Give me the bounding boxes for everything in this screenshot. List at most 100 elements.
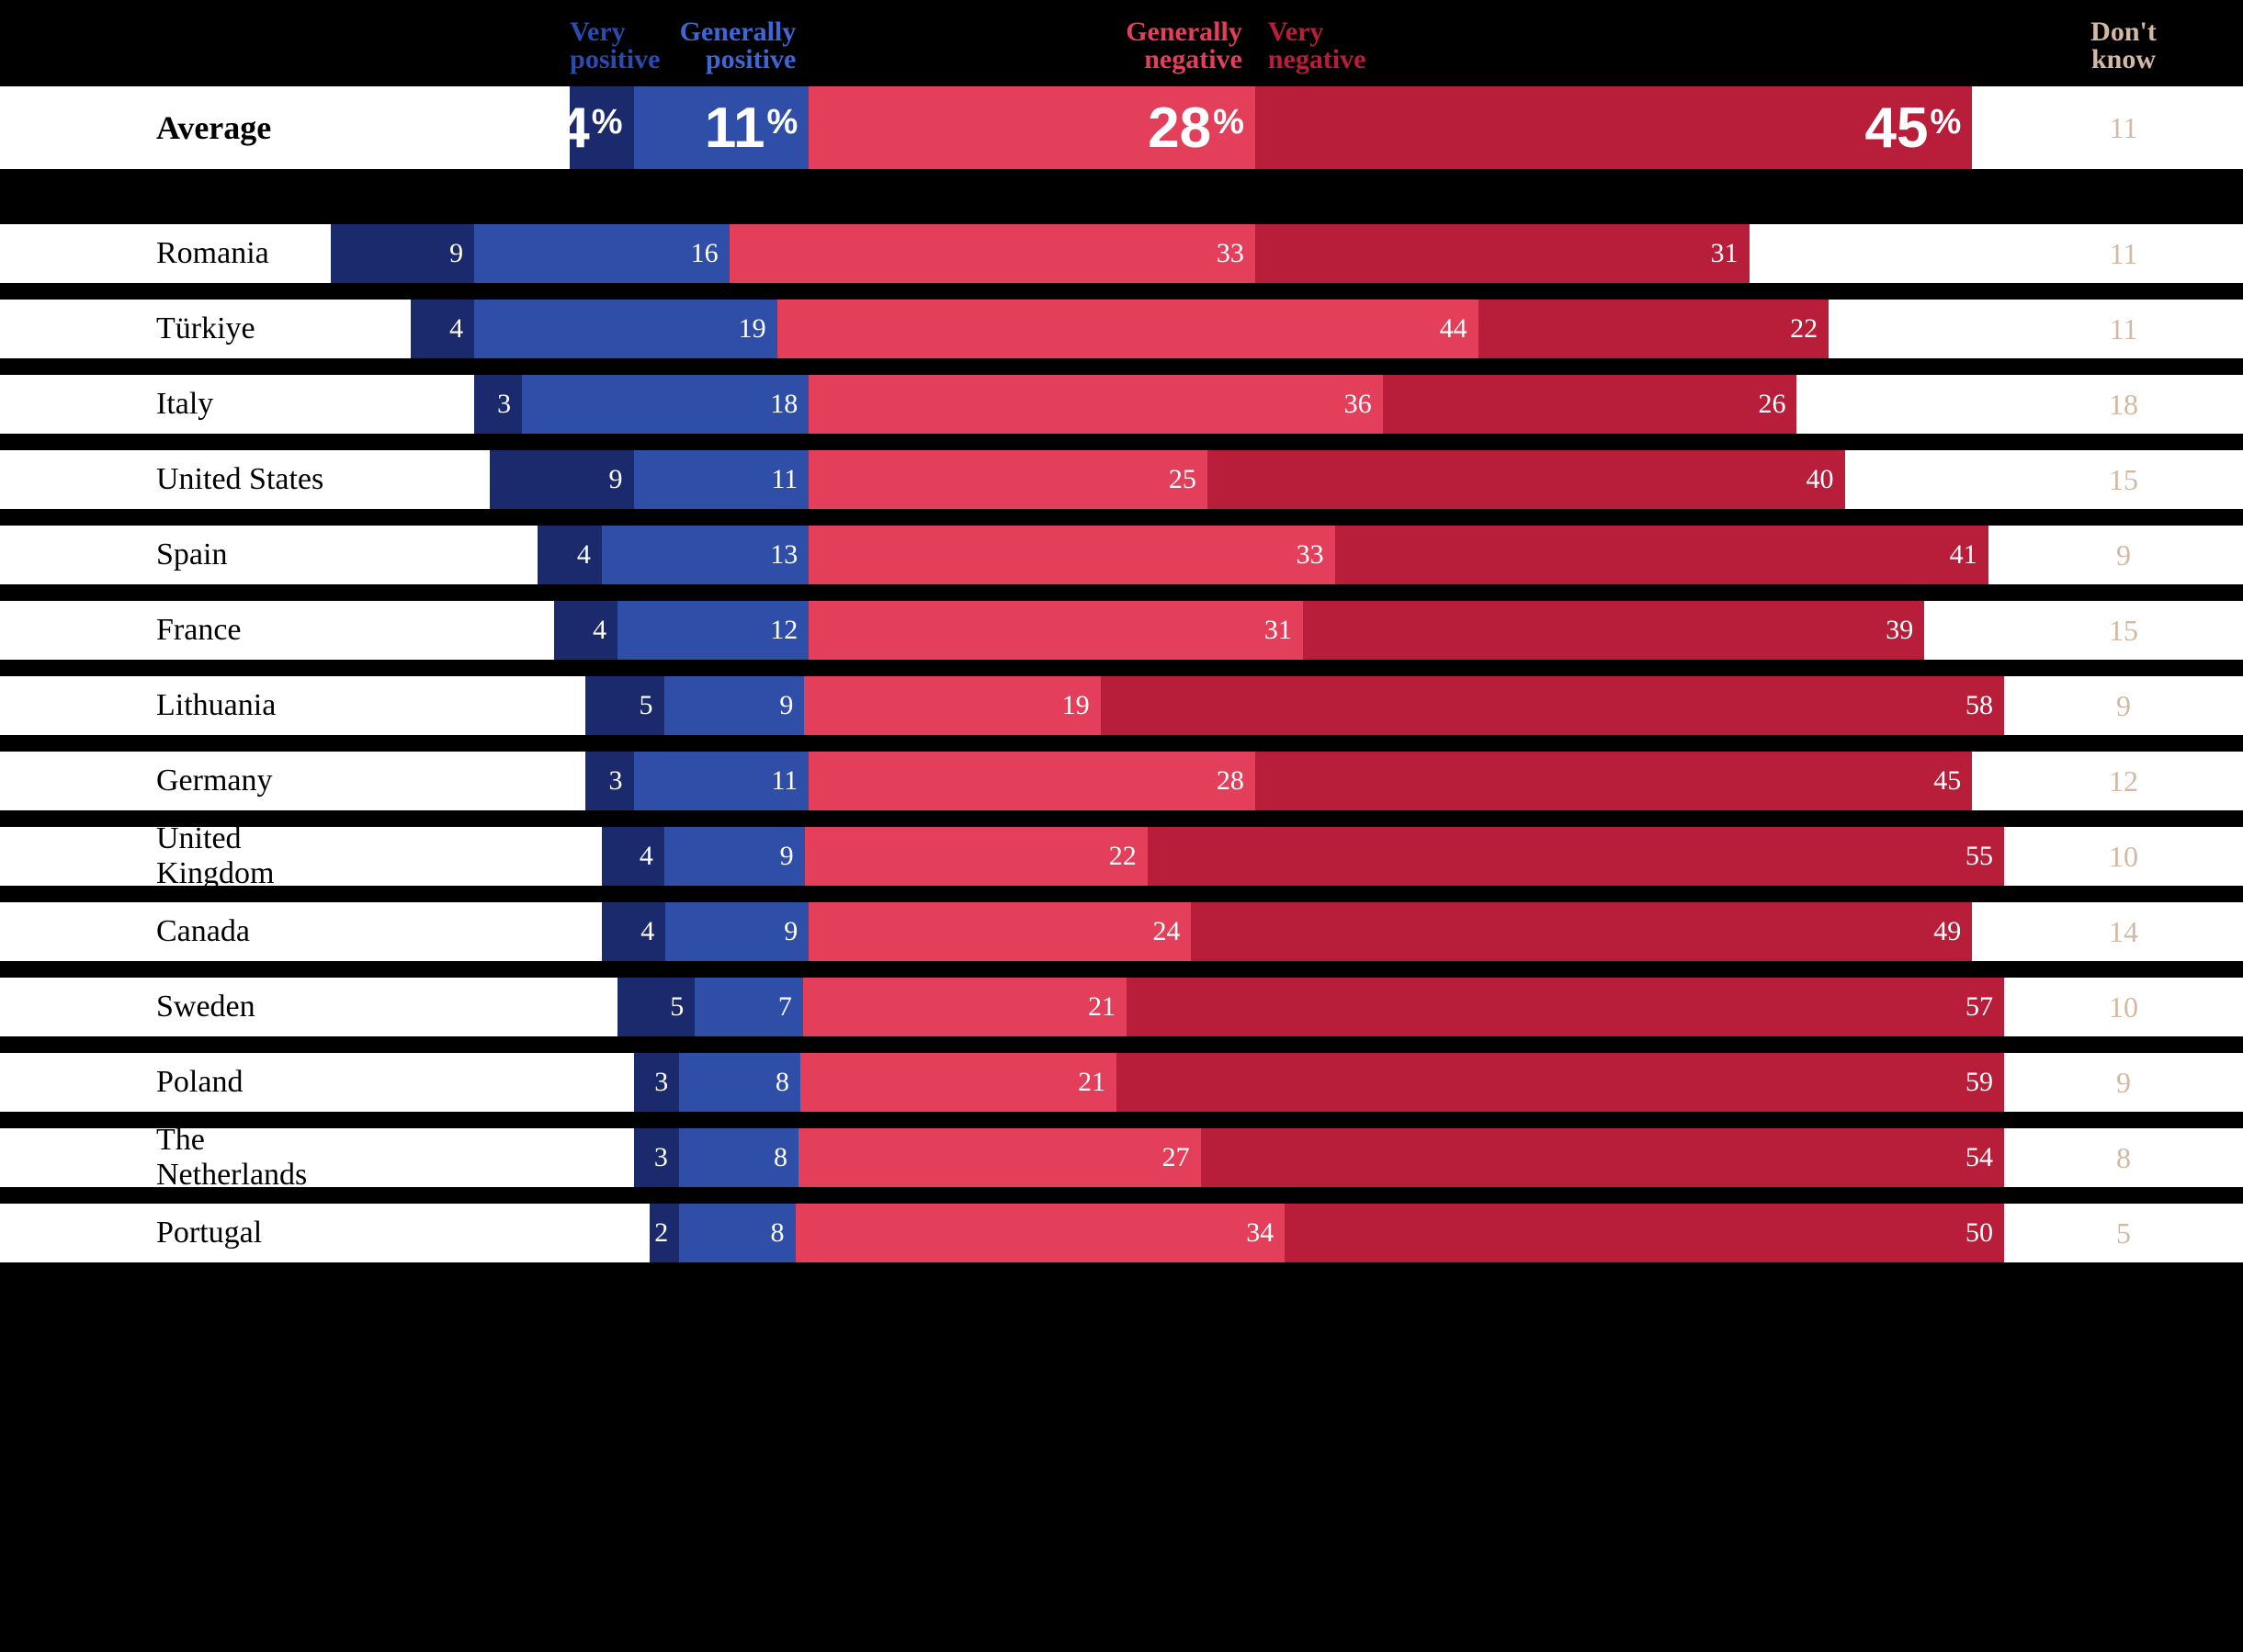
country-row: Romania916333111 xyxy=(0,224,2243,283)
dont-know-value: 9 xyxy=(2004,676,2243,735)
bar-very_positive: 9 xyxy=(331,224,474,283)
bar-generally_positive: 9 xyxy=(664,676,805,735)
bar-very_positive: 5 xyxy=(585,676,663,735)
country-label: Canada xyxy=(0,902,331,961)
dont-know-value: 14 xyxy=(2004,902,2243,961)
country-label: Poland xyxy=(0,1053,331,1112)
bar-generally_negative: 31 xyxy=(809,601,1303,660)
row-indent xyxy=(331,978,617,1036)
country-label: Italy xyxy=(0,375,331,434)
country-label: Germany xyxy=(0,752,331,810)
legend-area: VerypositiveGenerallypositiveGenerallyne… xyxy=(331,18,2004,74)
row-bars: 9163331 xyxy=(331,224,2004,283)
bar-generally_positive: 11 xyxy=(634,752,810,810)
bar-very_negative: 26 xyxy=(1383,375,1797,434)
bar-very_positive: 4% xyxy=(570,86,633,169)
bar-generally_negative: 21 xyxy=(803,978,1127,1036)
bar-generally_negative: 33 xyxy=(809,526,1334,584)
dont-know-value: 8 xyxy=(2004,1128,2243,1187)
legend-generally_positive: Generallypositive xyxy=(634,18,810,74)
dont-know-value: 5 xyxy=(2004,1204,2243,1262)
bar-very_positive: 4 xyxy=(411,300,474,358)
row-bars: 4194422 xyxy=(331,300,2004,358)
bar-very_negative: 22 xyxy=(1478,300,1830,358)
bar-generally_negative: 34 xyxy=(796,1204,1286,1262)
row-indent xyxy=(331,1128,634,1187)
bar-generally_negative: 21 xyxy=(800,1053,1116,1112)
row-indent xyxy=(331,300,411,358)
bar-generally_negative: 44 xyxy=(777,300,1478,358)
bar-generally_positive: 11 xyxy=(634,450,810,509)
row-indent xyxy=(331,827,602,886)
bar-very_positive: 4 xyxy=(602,827,664,886)
row-indent xyxy=(331,601,554,660)
country-row: The Netherlands3827548 xyxy=(0,1128,2243,1187)
bar-generally_negative: 36 xyxy=(809,375,1382,434)
bar-generally_negative: 28% xyxy=(809,86,1255,169)
bar-very_negative: 59 xyxy=(1116,1053,2004,1112)
row-indent xyxy=(331,86,570,169)
bar-very_negative: 45% xyxy=(1255,86,1972,169)
bar-generally_positive: 16 xyxy=(474,224,729,283)
country-row: Italy318362618 xyxy=(0,375,2243,434)
bar-generally_negative: 28 xyxy=(809,752,1255,810)
country-row: Spain41333419 xyxy=(0,526,2243,584)
dont-know-value: 18 xyxy=(2004,375,2243,434)
rows-container: Average4%11%28%45%11Romania916333111Türk… xyxy=(0,86,2243,1262)
average-label: Average xyxy=(0,86,331,169)
bar-very_negative: 55 xyxy=(1148,827,2004,886)
average-row: Average4%11%28%45%11 xyxy=(0,86,2243,169)
bar-generally_negative: 22 xyxy=(805,827,1148,886)
row-bars: 4%11%28%45% xyxy=(331,86,2004,169)
bar-very_negative: 31 xyxy=(1255,224,1750,283)
bar-generally_negative: 19 xyxy=(804,676,1100,735)
bar-very_negative: 49 xyxy=(1191,902,1972,961)
country-row: France412313915 xyxy=(0,601,2243,660)
legend-very_negative: Verynegative xyxy=(1255,18,1972,74)
row-bars: 9112540 xyxy=(331,450,2004,509)
country-row: Germany311284512 xyxy=(0,752,2243,810)
bar-generally_positive: 7 xyxy=(695,978,803,1036)
bar-very_negative: 45 xyxy=(1255,752,1972,810)
country-label: Spain xyxy=(0,526,331,584)
bar-very_positive: 3 xyxy=(585,752,633,810)
bar-very_negative: 58 xyxy=(1101,676,2004,735)
country-label: United Kingdom xyxy=(0,827,331,886)
country-row: United Kingdom49225510 xyxy=(0,827,2243,886)
bar-generally_negative: 33 xyxy=(730,224,1255,283)
country-label: Lithuania xyxy=(0,676,331,735)
row-bars: 382754 xyxy=(331,1128,2004,1187)
row-indent xyxy=(331,1053,634,1112)
row-bars: 283450 xyxy=(331,1204,2004,1262)
country-label: Portugal xyxy=(0,1204,331,1262)
bar-very_negative: 54 xyxy=(1201,1128,2004,1187)
country-row: United States911254015 xyxy=(0,450,2243,509)
country-label: United States xyxy=(0,450,331,509)
dont-know-value: 11 xyxy=(2004,86,2243,169)
dont-know-value: 15 xyxy=(2004,450,2243,509)
row-bars: 591958 xyxy=(331,676,2004,735)
bar-very_positive: 3 xyxy=(634,1128,679,1187)
bar-generally_positive: 13 xyxy=(602,526,809,584)
dont-know-value: 10 xyxy=(2004,827,2243,886)
legend-very_positive: Verypositive xyxy=(570,18,633,74)
row-indent xyxy=(331,752,585,810)
bar-generally_positive: 18 xyxy=(522,375,809,434)
bar-very_positive: 5 xyxy=(617,978,695,1036)
dont-know-value: 11 xyxy=(2004,224,2243,283)
dont-know-value: 9 xyxy=(2004,1053,2243,1112)
dont-know-value: 10 xyxy=(2004,978,2243,1036)
row-bars: 492255 xyxy=(331,827,2004,886)
bar-generally_positive: 19 xyxy=(474,300,777,358)
row-indent xyxy=(331,676,585,735)
bar-very_positive: 4 xyxy=(554,601,617,660)
dont-know-value: 15 xyxy=(2004,601,2243,660)
bar-very_positive: 2 xyxy=(650,1204,679,1262)
dont-know-value: 9 xyxy=(2004,526,2243,584)
bar-generally_negative: 25 xyxy=(809,450,1207,509)
bar-very_negative: 50 xyxy=(1285,1204,2004,1262)
country-label: Romania xyxy=(0,224,331,283)
bar-very_positive: 4 xyxy=(538,526,601,584)
row-indent xyxy=(331,450,490,509)
country-label: The Netherlands xyxy=(0,1128,331,1187)
